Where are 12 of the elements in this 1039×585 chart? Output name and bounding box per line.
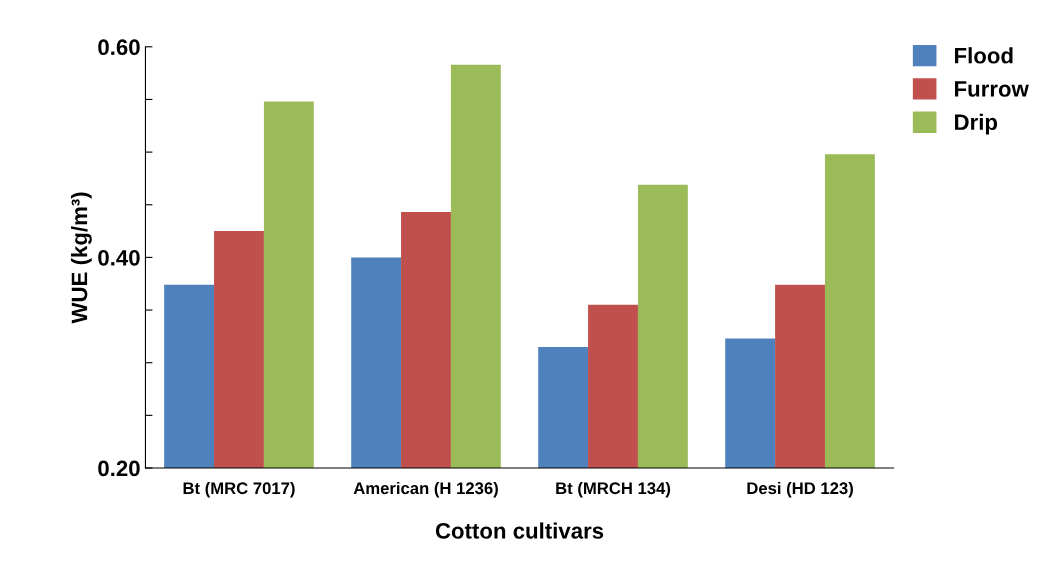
y-tick-label: 0.60 — [98, 39, 140, 56]
y-tick-label: 0.40 — [98, 249, 140, 266]
y-axis-title: WUE (kg/m³) — [70, 192, 92, 324]
x-tick-label: Desi (HD 123) — [747, 481, 853, 498]
y-tick-label: 0.20 — [98, 460, 140, 477]
x-tick-label: Bt (MRCH 134) — [556, 481, 671, 498]
legend-label: Drip — [955, 113, 998, 135]
legend-label: Flood — [955, 47, 1013, 64]
x-tick-label: Bt (MRC 7017) — [183, 481, 295, 498]
x-axis-title: Cotton cultivars — [435, 522, 604, 539]
legend-label: Furrow — [955, 81, 1029, 97]
x-tick-label: American (H 1236) — [353, 481, 498, 498]
